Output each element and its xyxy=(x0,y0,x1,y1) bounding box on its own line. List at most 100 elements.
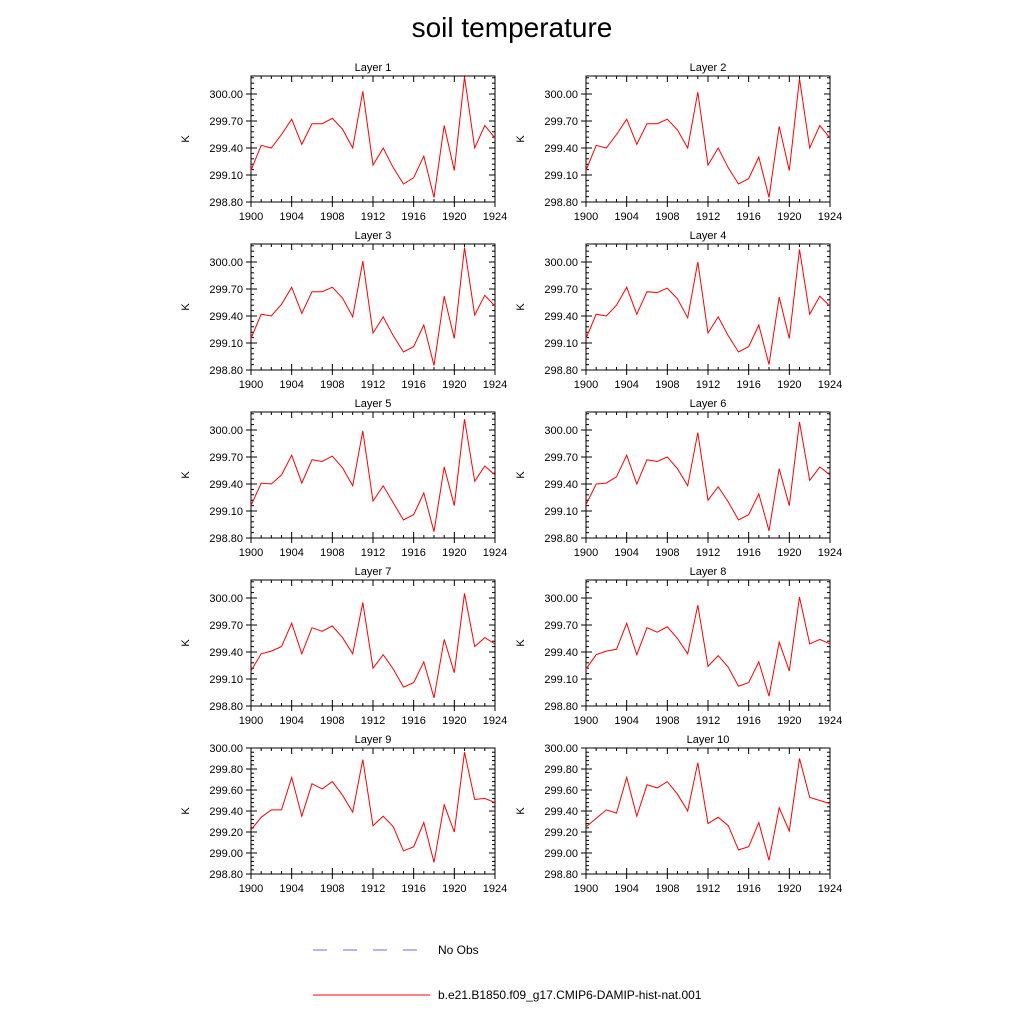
x-tick-label: 1916 xyxy=(736,547,760,559)
x-tick-label: 1908 xyxy=(655,379,679,391)
y-tick-label: 298.80 xyxy=(209,701,243,713)
x-tick-label: 1916 xyxy=(401,211,425,223)
x-tick-label: 1924 xyxy=(483,547,507,559)
x-tick-label: 1912 xyxy=(696,883,720,895)
plot-frame xyxy=(585,75,831,203)
x-tick-label: 1908 xyxy=(320,547,344,559)
series-line xyxy=(585,249,831,365)
x-tick-label: 1904 xyxy=(279,379,303,391)
x-tick-label: 1904 xyxy=(614,211,638,223)
panel-title: Layer 2 xyxy=(690,62,727,74)
y-tick-label: 300.00 xyxy=(544,89,578,101)
y-tick-label: 299.10 xyxy=(544,674,578,686)
x-tick-label: 1900 xyxy=(574,547,598,559)
x-tick-label: 1908 xyxy=(655,547,679,559)
x-tick-label: 1924 xyxy=(818,715,842,727)
series-line xyxy=(585,78,831,198)
x-tick-label: 1912 xyxy=(696,211,720,223)
y-tick-label: 299.10 xyxy=(209,338,243,350)
x-tick-label: 1908 xyxy=(320,211,344,223)
y-tick-label: 299.60 xyxy=(544,785,578,797)
panel-title: Layer 7 xyxy=(355,566,392,578)
panel-title: Layer 9 xyxy=(355,734,392,746)
y-tick-label: 299.40 xyxy=(544,479,578,491)
series-line xyxy=(250,752,496,863)
panel-layer-8: Layer 8 K 1900 1904 1908 1912 1916 1920 1924 298.… xyxy=(515,566,842,727)
panel-title: Layer 8 xyxy=(690,566,727,578)
y-tick-label: 298.80 xyxy=(544,869,578,881)
x-tick-label: 1924 xyxy=(818,211,842,223)
y-axis-label: K xyxy=(515,807,527,815)
x-tick-label: 1912 xyxy=(696,715,720,727)
panel-title: Layer 1 xyxy=(355,62,392,74)
y-tick-label: 298.80 xyxy=(209,197,243,209)
legend-label-model: b.e21.B1850.f09_g17.CMIP6-DAMIP-hist-nat… xyxy=(438,988,702,1002)
x-tick-label: 1912 xyxy=(696,379,720,391)
y-tick-label: 300.00 xyxy=(209,425,243,437)
x-tick-label: 1924 xyxy=(483,379,507,391)
x-tick-label: 1920 xyxy=(777,547,801,559)
series-line xyxy=(585,596,831,697)
panel-layer-6: Layer 6 K 1900 1904 1908 1912 1916 1920 1924 298.… xyxy=(515,398,842,559)
x-tick-label: 1908 xyxy=(655,715,679,727)
panel-layer-1: Layer 1 K 1900 1904 1908 1912 1916 1920 1924 298.… xyxy=(180,62,507,223)
y-tick-label: 299.20 xyxy=(209,827,243,839)
x-tick-label: 1904 xyxy=(279,211,303,223)
panel-layer-7: Layer 7 K 1900 1904 1908 1912 1916 1920 1924 298.… xyxy=(180,566,507,727)
y-axis-label: K xyxy=(180,807,192,815)
x-tick-label: 1920 xyxy=(442,883,466,895)
panel-layer-5: Layer 5 K 1900 1904 1908 1912 1916 1920 1924 298.… xyxy=(180,398,507,559)
y-tick-label: 299.20 xyxy=(544,827,578,839)
x-tick-label: 1916 xyxy=(401,547,425,559)
x-tick-label: 1900 xyxy=(239,547,263,559)
y-tick-label: 300.00 xyxy=(544,743,578,755)
x-tick-label: 1908 xyxy=(320,883,344,895)
y-tick-label: 299.40 xyxy=(544,806,578,818)
y-tick-label: 299.80 xyxy=(544,764,578,776)
x-tick-label: 1920 xyxy=(442,547,466,559)
series-line xyxy=(250,593,496,699)
panel-title: Layer 3 xyxy=(355,230,392,242)
y-tick-label: 299.40 xyxy=(209,311,243,323)
x-tick-label: 1916 xyxy=(736,379,760,391)
x-tick-label: 1924 xyxy=(818,883,842,895)
y-tick-label: 298.80 xyxy=(209,869,243,881)
x-tick-label: 1920 xyxy=(777,379,801,391)
x-tick-label: 1904 xyxy=(614,883,638,895)
y-tick-label: 300.00 xyxy=(209,593,243,605)
y-tick-label: 298.80 xyxy=(209,365,243,377)
x-tick-label: 1916 xyxy=(401,379,425,391)
y-tick-label: 299.70 xyxy=(544,116,578,128)
x-tick-label: 1904 xyxy=(279,547,303,559)
panel-layer-4: Layer 4 K 1900 1904 1908 1912 1916 1920 1924 298.… xyxy=(515,230,842,391)
x-tick-label: 1924 xyxy=(818,547,842,559)
y-tick-label: 299.60 xyxy=(209,785,243,797)
panel-title: Layer 10 xyxy=(687,734,730,746)
panel-layer-10: Layer 10 K 1900 1904 1908 1912 1916 1920 1924 298… xyxy=(515,734,842,895)
y-axis-label: K xyxy=(515,135,527,143)
y-tick-label: 299.10 xyxy=(544,506,578,518)
x-tick-label: 1900 xyxy=(574,715,598,727)
y-axis-label: K xyxy=(515,303,527,311)
x-tick-label: 1920 xyxy=(442,211,466,223)
legend-label-no-obs: No Obs xyxy=(438,943,479,957)
x-tick-label: 1900 xyxy=(574,211,598,223)
y-tick-label: 298.80 xyxy=(544,365,578,377)
plot-frame xyxy=(250,747,496,875)
panel-layer-2: Layer 2 K 1900 1904 1908 1912 1916 1920 1924 298.… xyxy=(515,62,842,223)
y-tick-label: 299.40 xyxy=(544,311,578,323)
x-tick-label: 1900 xyxy=(239,379,263,391)
y-axis-label: K xyxy=(180,303,192,311)
x-tick-label: 1904 xyxy=(614,547,638,559)
series-line xyxy=(250,247,496,366)
y-tick-label: 300.00 xyxy=(209,743,243,755)
y-tick-label: 299.70 xyxy=(209,284,243,296)
y-tick-label: 300.00 xyxy=(544,425,578,437)
y-tick-label: 299.10 xyxy=(209,506,243,518)
x-tick-label: 1904 xyxy=(279,715,303,727)
x-tick-label: 1916 xyxy=(736,715,760,727)
y-tick-label: 300.00 xyxy=(544,593,578,605)
x-tick-label: 1924 xyxy=(483,211,507,223)
y-tick-label: 299.70 xyxy=(544,620,578,632)
